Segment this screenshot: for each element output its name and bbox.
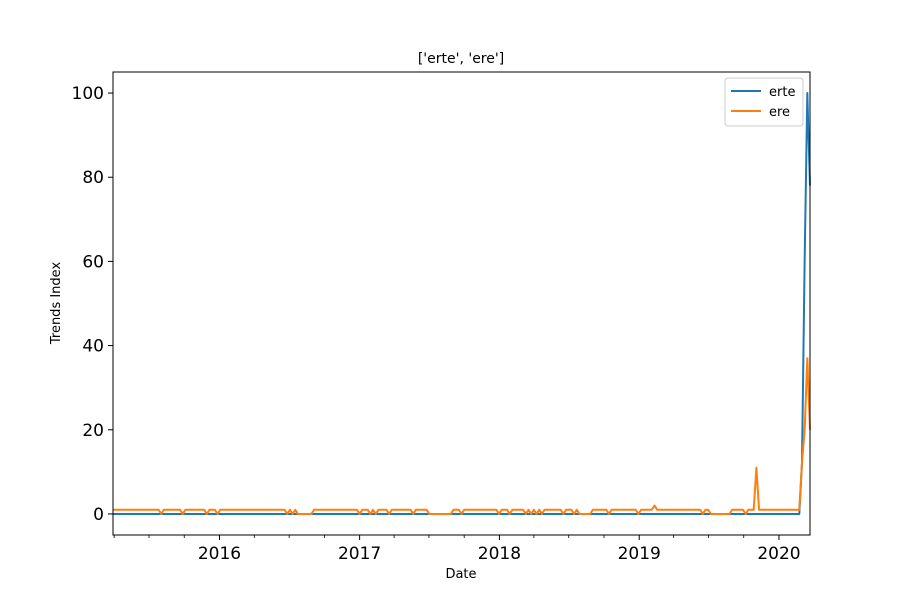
y-tick-label: 60: [82, 252, 104, 272]
chart-title: ['erte', 'ere']: [418, 51, 504, 67]
y-tick-label: 0: [93, 505, 104, 525]
x-axis: 2016 2017 2018 2019 2020: [113, 535, 801, 564]
x-tick-label: 2016: [198, 544, 241, 564]
x-tick-label: 2017: [338, 544, 381, 564]
x-tick-label: 2020: [757, 544, 800, 564]
y-tick-label: 20: [82, 421, 104, 441]
x-tick-label: 2019: [618, 544, 661, 564]
y-tick-label: 80: [82, 168, 104, 188]
plot-frame: [112, 71, 811, 536]
y-tick-label: 40: [82, 337, 104, 357]
series-line-erte: [113, 92, 811, 515]
x-axis-label: Date: [445, 567, 476, 582]
legend: erte ere: [724, 77, 804, 127]
y-axis-label: Trends Index: [49, 262, 64, 346]
legend-label-erte: erte: [769, 85, 795, 100]
x-tick-label: 2018: [478, 544, 521, 564]
y-axis: 0 20 40 60 80 100: [72, 84, 113, 525]
y-tick-label: 100: [72, 84, 104, 104]
plot-lines: [113, 92, 811, 515]
series-line-ere: [113, 357, 811, 515]
legend-label-ere: ere: [769, 105, 790, 120]
